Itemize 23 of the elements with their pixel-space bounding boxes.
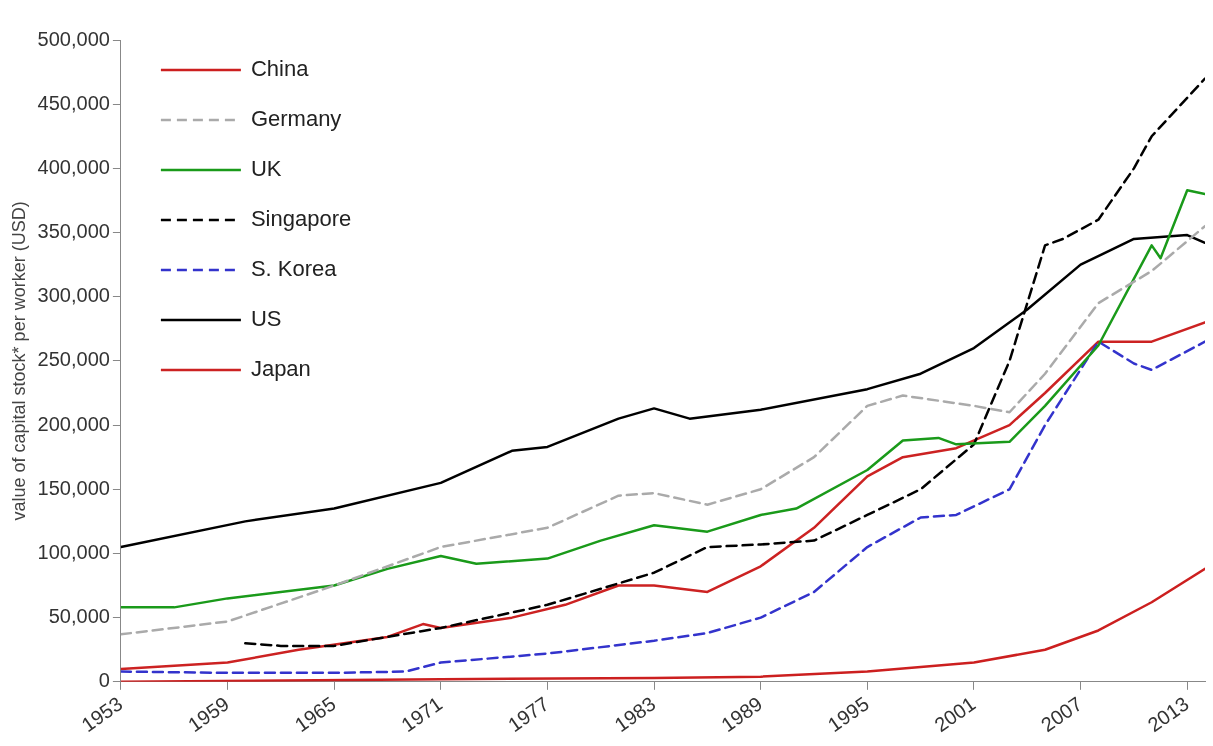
y-axis-title: value of capital stock* per worker (USD) <box>8 201 29 521</box>
x-tick-label: 1959 <box>183 692 233 736</box>
legend-label: S. Korea <box>250 256 338 282</box>
y-tick-label: 450,000 <box>37 91 110 114</box>
x-tick-label: 2001 <box>930 692 980 736</box>
legend-label: Germany <box>250 106 342 132</box>
y-tick-label: 300,000 <box>37 284 110 307</box>
y-tick-label: 400,000 <box>37 155 110 178</box>
legend-label: China <box>250 56 310 82</box>
y-tick-label: 50,000 <box>48 605 110 628</box>
y-tick-label: 0 <box>98 669 110 692</box>
y-tick-label: 200,000 <box>37 412 110 435</box>
legend-label: US <box>250 306 282 332</box>
y-tick-label: 250,000 <box>37 348 110 371</box>
legend-label: Singapore <box>250 206 352 232</box>
x-tick-label: 1989 <box>717 692 767 736</box>
y-tick-label: 350,000 <box>37 220 110 243</box>
x-tick-label: 1971 <box>397 692 447 736</box>
y-tick-label: 500,000 <box>37 27 110 50</box>
y-tick-label: 100,000 <box>37 540 110 563</box>
legend-label: UK <box>250 156 282 182</box>
y-tick-label: 150,000 <box>37 476 110 499</box>
legend-label: Japan <box>250 356 311 382</box>
